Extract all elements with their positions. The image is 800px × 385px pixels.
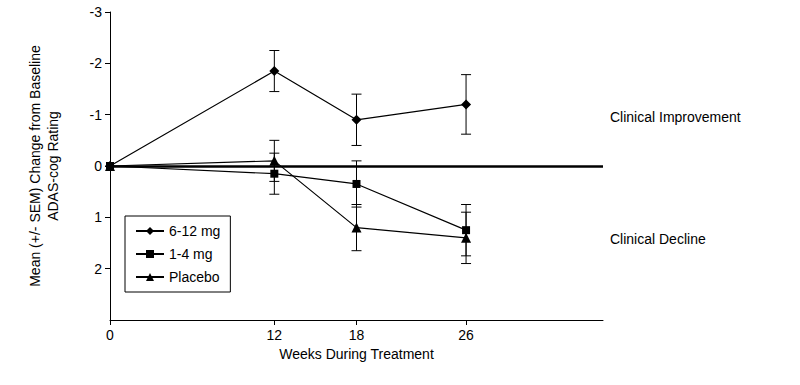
svg-text:ADAS-cog Rating: ADAS-cog Rating xyxy=(45,111,61,221)
svg-text:0: 0 xyxy=(106,327,114,343)
svg-text:18: 18 xyxy=(349,327,365,343)
svg-text:-2: -2 xyxy=(90,55,103,71)
svg-text:Mean (+/- SEM) Change from Bas: Mean (+/- SEM) Change from Baseline xyxy=(27,45,43,287)
svg-text:Weeks During Treatment: Weeks During Treatment xyxy=(279,346,434,362)
svg-text:-1: -1 xyxy=(90,107,103,123)
svg-text:0: 0 xyxy=(94,158,102,174)
svg-text:Clinical Improvement: Clinical Improvement xyxy=(610,109,741,125)
svg-text:Placebo: Placebo xyxy=(169,269,220,285)
svg-text:2: 2 xyxy=(94,261,102,277)
svg-text:26: 26 xyxy=(458,327,474,343)
svg-text:1: 1 xyxy=(94,209,102,225)
svg-text:1-4 mg: 1-4 mg xyxy=(169,246,213,262)
svg-text:12: 12 xyxy=(267,327,283,343)
svg-text:6-12 mg: 6-12 mg xyxy=(169,223,220,239)
svg-text:-3: -3 xyxy=(90,4,103,20)
svg-text:Clinical Decline: Clinical Decline xyxy=(610,231,706,247)
